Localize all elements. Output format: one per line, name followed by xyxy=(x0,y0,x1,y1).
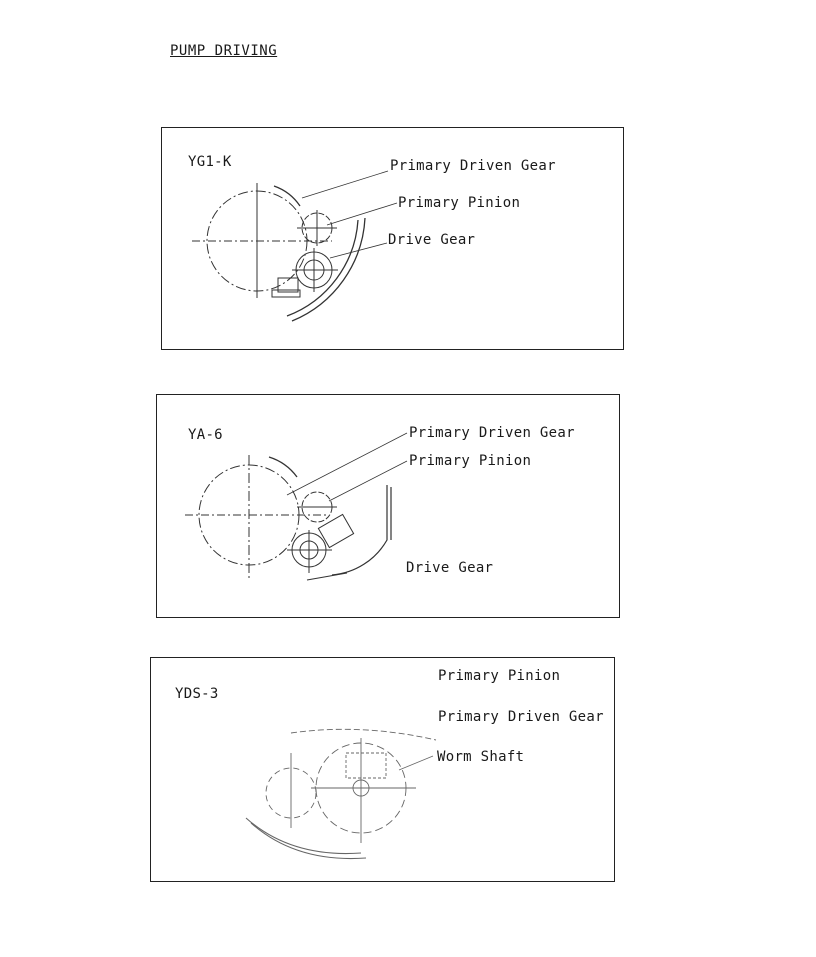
panel-yds3: YDS-3 Primary Pinion Primary Driven Gear… xyxy=(150,657,615,882)
yds3-gear-diagram xyxy=(245,728,437,860)
yg1k-gear-diagram xyxy=(192,170,398,322)
primary-driven-gear-label: Primary Driven Gear xyxy=(390,158,556,174)
panel-model-label: YG1-K xyxy=(188,154,232,170)
drive-gear-label: Drive Gear xyxy=(406,560,494,576)
primary-pinion-label: Primary Pinion xyxy=(398,195,521,211)
panel-model-label: YDS-3 xyxy=(175,686,219,702)
panel-yg1k: YG1-K Primary Driven Gear Primary Pinion… xyxy=(161,127,624,350)
drive-gear-label: Drive Gear xyxy=(388,232,476,248)
panel-model-label: YA-6 xyxy=(188,427,223,443)
primary-driven-gear-label: Primary Driven Gear xyxy=(438,709,604,725)
worm-shaft-label: Worm Shaft xyxy=(437,749,525,765)
primary-pinion-label: Primary Pinion xyxy=(409,453,532,469)
ya6-gear-diagram xyxy=(185,432,408,581)
primary-pinion-label: Primary Pinion xyxy=(438,668,561,684)
panel-ya6: YA-6 Primary Driven Gear Primary Pinion … xyxy=(156,394,620,618)
primary-driven-gear-label: Primary Driven Gear xyxy=(409,425,575,441)
page-title: PUMP DRIVING xyxy=(170,43,278,59)
